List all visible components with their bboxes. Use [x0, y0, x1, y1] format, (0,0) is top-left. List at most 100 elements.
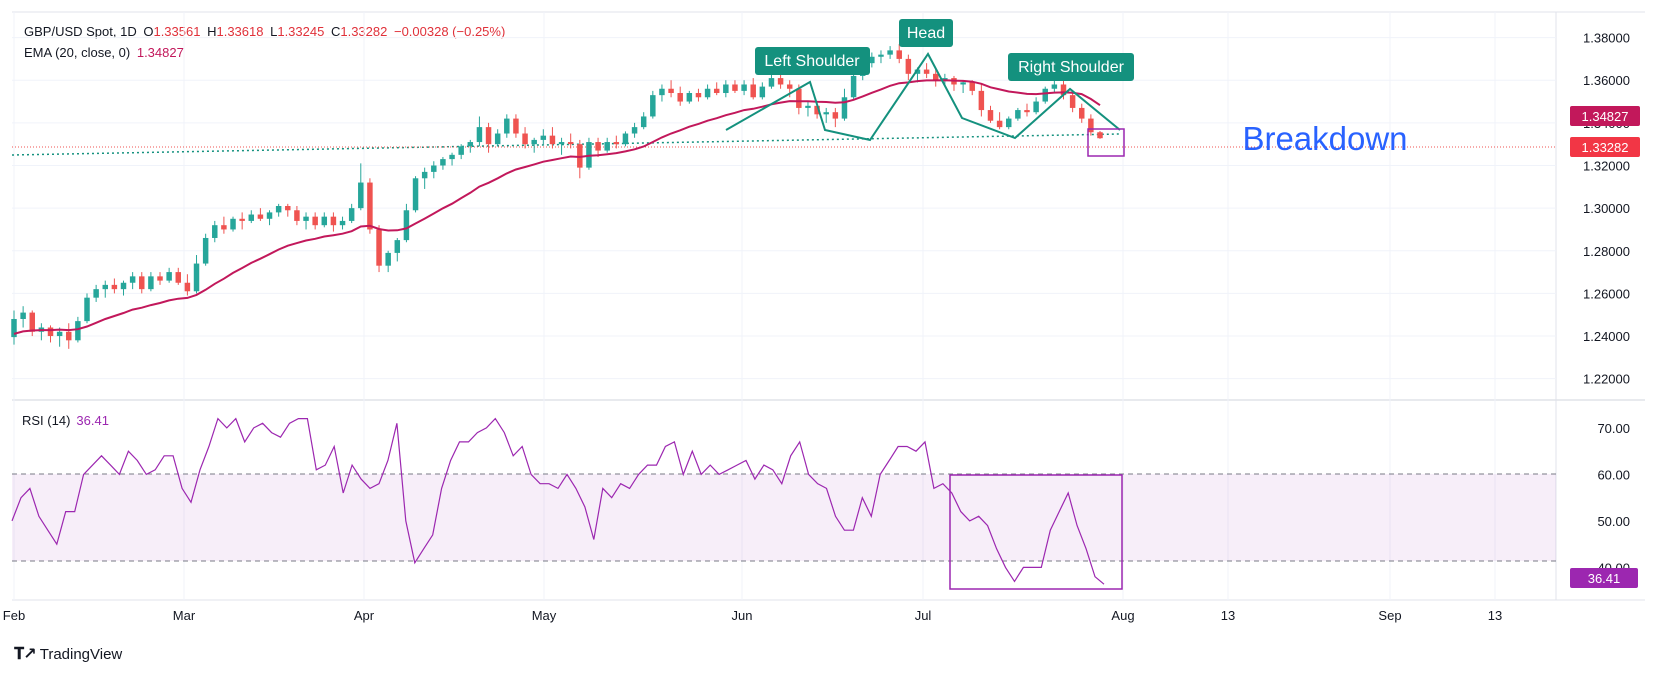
candle-up [193, 263, 200, 292]
svg-text:1.34827: 1.34827 [1582, 109, 1629, 124]
time-tick-label: Apr [354, 608, 375, 623]
candle-down [786, 84, 793, 89]
candle-down [1024, 110, 1030, 113]
time-tick-label: Jun [732, 608, 753, 623]
candle-down [969, 82, 975, 91]
price-tick-label: 1.28000 [1583, 244, 1630, 259]
head-label[interactable]: Head [899, 19, 953, 47]
price-tick-label: 1.26000 [1583, 286, 1630, 301]
neckline [11, 133, 1121, 156]
candle-down [1097, 132, 1103, 139]
candle-up [704, 88, 711, 98]
svg-text:Right Shoulder: Right Shoulder [1018, 59, 1125, 76]
candle-up [120, 282, 127, 290]
candle-up [914, 69, 921, 74]
candle-down [184, 282, 191, 292]
candle-up [558, 142, 565, 145]
candle-up [869, 56, 875, 64]
candle-up [202, 237, 209, 264]
candle-up [878, 54, 884, 57]
candle-down [1060, 84, 1067, 96]
tradingview-brand[interactable]: 𝐓↗ TradingView [14, 644, 122, 664]
candle-down [257, 214, 264, 219]
candle-down [932, 73, 939, 81]
candle-up [686, 93, 693, 102]
candle-up [942, 78, 948, 81]
candle-down [996, 120, 1003, 128]
candle-down [330, 216, 337, 226]
candle-down [239, 218, 245, 221]
breakdown-label[interactable]: Breakdown [1242, 120, 1407, 157]
rsi-tick-label: 70.00 [1597, 421, 1630, 436]
candle-down [175, 272, 182, 283]
price-tick-label: 1.36000 [1583, 73, 1630, 88]
symbol-label: GBP/USD Spot, 1D [24, 24, 137, 39]
candle-down [987, 110, 994, 121]
candle-down [111, 284, 118, 290]
candle-down [485, 127, 492, 145]
time-tick-label: 13 [1488, 608, 1502, 623]
candle-down [367, 182, 373, 230]
candle-up [412, 178, 419, 211]
candle-up [275, 206, 282, 213]
right-shoulder-label[interactable]: Right Shoulder [1008, 53, 1134, 81]
candle-down [814, 105, 820, 115]
candle-up [504, 118, 510, 134]
candle-up [841, 97, 848, 119]
rsi-value-badge: 36.41 [1570, 568, 1638, 588]
open-value: 1.33561 [153, 24, 201, 39]
time-tick-label: Aug [1111, 608, 1134, 623]
candle-down [29, 312, 35, 332]
close-price-badge: 1.33282 [1570, 137, 1640, 157]
legend-symbol-row: GBP/USD Spot, 1D O1.33561 H1.33618 L1.33… [24, 24, 508, 39]
candle-up [75, 321, 81, 341]
price-tick-label: 1.24000 [1583, 329, 1630, 344]
legend-ema-row: EMA (20, close, 0) 1.34827 [24, 45, 187, 60]
high-value: 1.33618 [216, 24, 264, 39]
breakdown-highlight-box[interactable] [1087, 128, 1125, 157]
candle-up [458, 146, 464, 155]
candle-up [266, 212, 273, 219]
candle-up [823, 112, 829, 115]
candle-up [230, 218, 236, 230]
candle-down [832, 112, 839, 119]
close-label: C [330, 24, 341, 39]
time-tick-label: May [532, 608, 557, 623]
candle-up [850, 75, 857, 98]
price-tick-label: 1.22000 [1583, 372, 1630, 387]
time-axis[interactable]: Feb Mar Apr May Jun Jul Aug 13 Sep 13 [3, 608, 1502, 623]
ema-label: EMA (20, close, 0) [24, 45, 131, 60]
price-tick-label: 1.32000 [1583, 158, 1630, 173]
candle-up [93, 289, 99, 298]
svg-text:Left Shoulder: Left Shoulder [764, 53, 860, 70]
candle-up [449, 154, 455, 160]
candle-up [741, 84, 747, 91]
ema-price-badge: 1.34827 [1570, 106, 1640, 126]
candle-up [1042, 88, 1048, 102]
left-shoulder-label[interactable]: Left Shoulder [755, 47, 870, 75]
candle-down [896, 50, 902, 59]
candle-up [129, 276, 136, 283]
candle-up [403, 210, 410, 241]
candle-up [102, 284, 108, 290]
candle-down [157, 276, 163, 281]
candle-up [385, 252, 391, 266]
time-tick-label: Mar [173, 608, 196, 623]
price-tick-label: 1.30000 [1583, 201, 1630, 216]
candle-up [640, 116, 647, 128]
candle-up [494, 133, 501, 145]
time-tick-label: Sep [1378, 608, 1401, 623]
candle-up [339, 220, 346, 226]
candle-up [887, 50, 893, 55]
price-axis[interactable]: 1.22000 1.24000 1.26000 1.28000 1.30000 1.320… [1583, 31, 1630, 387]
candle-down [139, 276, 145, 290]
svg-text:36.41: 36.41 [1588, 571, 1621, 586]
brand-name: TradingView [39, 645, 123, 663]
time-tick-label: 13 [1221, 608, 1235, 623]
rsi-highlight-box[interactable] [949, 474, 1123, 590]
candle-down [713, 88, 720, 94]
ema-line [13, 79, 1101, 335]
ema-value: 1.34827 [136, 45, 184, 60]
